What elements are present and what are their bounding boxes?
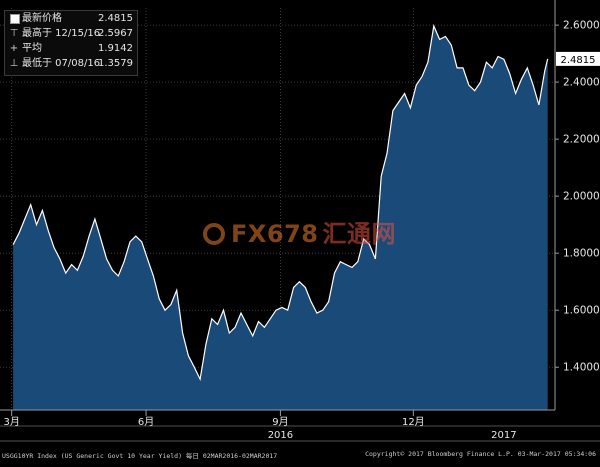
y-tick-label: 2.4000 (563, 77, 600, 89)
watermark-latin: FX678 (231, 220, 319, 248)
legend-label: 平均 (22, 43, 42, 54)
legend-value: 1.3579 (98, 58, 133, 69)
footer: USGG10YR Index (US Generic Govt 10 Year … (0, 441, 600, 467)
yield-area (13, 26, 548, 410)
x-tick-label: 12月 (402, 416, 425, 428)
legend-value: 2.5967 (98, 28, 133, 39)
legend-row-last: 最新价格 2.4815 (5, 11, 137, 26)
chart-axes (0, 0, 600, 442)
last-value-label: 2.4815 (561, 55, 596, 66)
low-marker-icon: ⊥ (9, 58, 19, 69)
y-axis-ticks: 1.4000 1.6000 1.8000 2.0000 2.2000 2.4000 2.60… (555, 20, 600, 374)
footer-left: USGG10YR Index (US Generic Govt 10 Year … (2, 452, 278, 460)
year-label: 2017 (491, 430, 516, 441)
white-square-icon (10, 14, 20, 24)
legend-row-average: + 平均 1.9142 (5, 41, 137, 56)
high-marker-icon: ⊤ (9, 28, 19, 39)
watermark-cn: 汇通网 (322, 220, 396, 248)
last-value-marker: 2.4815 (556, 51, 600, 66)
x-axis-ticks: 3月 6月 9月 12月 2016 2017 (3, 410, 517, 441)
y-tick-label: 1.8000 (563, 248, 600, 260)
y-tick-label: 1.6000 (563, 305, 600, 317)
legend-label: 最低于 07/08/16 (22, 58, 101, 69)
watermark: FX678 汇通网 (203, 214, 396, 249)
legend-label: 最高于 12/15/16 (22, 28, 101, 39)
legend-row-high: ⊤ 最高于 12/15/16 2.5967 (5, 26, 137, 41)
average-marker-icon: + (9, 43, 19, 54)
year-label: 2016 (268, 430, 293, 441)
x-tick-label: 3月 (3, 416, 19, 428)
y-tick-label: 2.2000 (563, 134, 600, 146)
yield-line (12, 23, 549, 382)
y-tick-label: 2.0000 (563, 191, 600, 203)
legend-value: 1.9142 (98, 43, 133, 54)
last-value-box (556, 51, 600, 66)
legend: 最新价格 2.4815 ⊤ 最高于 12/15/16 2.5967 + 平均 1… (4, 10, 138, 76)
footer-right: Copyright© 2017 Bloomberg Finance L.P. 0… (365, 450, 596, 458)
legend-row-low: ⊥ 最低于 07/08/16 1.3579 (5, 56, 137, 71)
legend-label: 最新价格 (22, 13, 62, 24)
x-tick-label: 9月 (272, 416, 288, 428)
legend-value: 2.4815 (98, 13, 133, 24)
fx678-logo-icon (203, 223, 225, 245)
x-tick-label: 6月 (138, 416, 154, 428)
y-tick-label: 2.6000 (563, 20, 600, 32)
y-tick-label: 1.4000 (563, 362, 600, 374)
